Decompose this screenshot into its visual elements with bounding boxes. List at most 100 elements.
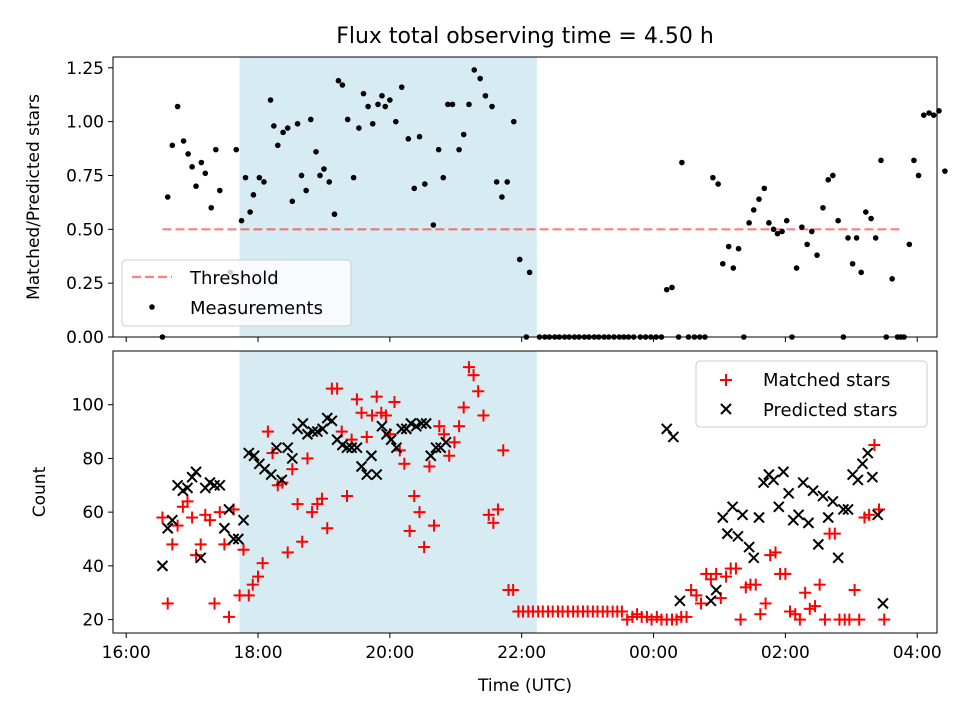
matched-star-point [370, 390, 383, 403]
predicted-star-point [376, 420, 388, 432]
measurement-point [719, 260, 726, 267]
matched-star-point [793, 613, 806, 626]
measurement-point [889, 276, 895, 282]
measurement-point [275, 142, 281, 149]
legend-matched-swatch [720, 374, 732, 386]
measurement-point [510, 118, 517, 125]
predicted-star-point [852, 474, 864, 486]
matched-star-point [256, 557, 269, 570]
top-legend: Threshold Measurements [121, 259, 352, 327]
top-axes-frame [112, 56, 938, 338]
matched-star-point [783, 605, 796, 618]
predicted-star-point [341, 441, 353, 454]
matched-star-point [680, 610, 693, 623]
measurement-point [825, 176, 832, 183]
predicted-star-point [743, 541, 755, 553]
predicted-star-point [837, 503, 850, 516]
bottom-y-tick-label: 100 [72, 396, 104, 416]
measurement-point [845, 235, 851, 241]
matched-star-point [379, 409, 392, 422]
legend-matched-label: Matched stars [763, 370, 890, 391]
measurement-point [783, 217, 790, 224]
measurement-point [303, 187, 309, 194]
matched-star-point [828, 527, 841, 540]
matched-star-point [695, 597, 708, 610]
measurement-point [233, 146, 240, 153]
measurement-point [430, 222, 437, 228]
predicted-star-point [186, 471, 198, 483]
predicted-star-point [773, 501, 785, 513]
predicted-star-points [156, 412, 889, 610]
matched-star-point [291, 498, 304, 511]
matched-star-point [615, 605, 628, 618]
predicted-star-point [440, 436, 452, 449]
matched-star-point [443, 449, 456, 462]
measurement-point [369, 120, 376, 127]
matched-star-point [853, 613, 866, 626]
measurement-point [405, 136, 412, 142]
predicted-star-point [802, 517, 815, 529]
matched-star-point [813, 578, 826, 591]
matched-star-point [237, 543, 250, 556]
matched-star-point [477, 409, 490, 422]
predicted-star-point [777, 466, 790, 478]
legend-measurements-swatch [149, 304, 155, 310]
measurement-point [725, 243, 732, 250]
measurement-point [317, 172, 323, 179]
measurement-point [679, 159, 685, 166]
matched-star-point [769, 546, 782, 559]
measurement-point [379, 92, 385, 99]
measurement-point [911, 157, 917, 164]
matched-star-point [194, 538, 207, 551]
bottom-shade-band [239, 351, 537, 633]
matched-star-point [355, 406, 368, 419]
measurement-point [440, 174, 447, 181]
measurement-point [746, 220, 752, 226]
predicted-star-point [667, 431, 680, 443]
x-tick-label: 16:00 [102, 643, 151, 663]
matched-star-point [388, 396, 401, 409]
matched-star-point [306, 506, 319, 519]
predicted-star-point [817, 490, 829, 502]
measurement-point [804, 241, 810, 248]
matched-star-point [281, 546, 294, 559]
measurement-point [294, 120, 301, 127]
matched-star-point [759, 597, 772, 610]
bottom-axes-frame [112, 350, 938, 634]
top-y-tick-label: 1.00 [66, 113, 104, 133]
matched-star-point [467, 369, 480, 382]
measurement-point [830, 172, 836, 179]
matched-star-point [218, 538, 231, 551]
measurement-point [761, 185, 768, 192]
predicted-star-point [415, 417, 428, 430]
matched-star-point [403, 524, 416, 537]
measurement-point [392, 118, 399, 125]
chart-title: Flux total observing time = 4.50 h [336, 24, 714, 49]
predicted-star-point [732, 530, 744, 543]
predicted-star-point [227, 533, 240, 545]
predicted-star-point [425, 450, 437, 462]
measurement-point [820, 204, 826, 211]
matched-star-point [428, 519, 441, 532]
x-tick-label: 22:00 [497, 643, 546, 663]
predicted-star-point [721, 527, 734, 540]
x-tick-label: 04:00 [893, 643, 942, 663]
measurement-point [915, 172, 922, 179]
measurement-point [416, 133, 423, 140]
bottom-y-axis-label: Count [30, 466, 50, 517]
matched-star-point [190, 549, 203, 562]
predicted-star-point [871, 509, 884, 521]
measurement-point [756, 196, 762, 202]
measurement-point [422, 181, 428, 187]
measurement-point [360, 90, 367, 97]
bottom-shaded-region [239, 351, 537, 633]
measurement-point [906, 241, 913, 248]
measurement-point [878, 157, 884, 164]
measurement-point [858, 269, 864, 276]
measurement-point [808, 228, 815, 235]
matched-star-point [809, 600, 822, 613]
matched-star-point [690, 589, 703, 602]
matched-star-point [413, 506, 426, 519]
predicted-star-point [208, 479, 221, 491]
matched-star-point [818, 613, 831, 626]
